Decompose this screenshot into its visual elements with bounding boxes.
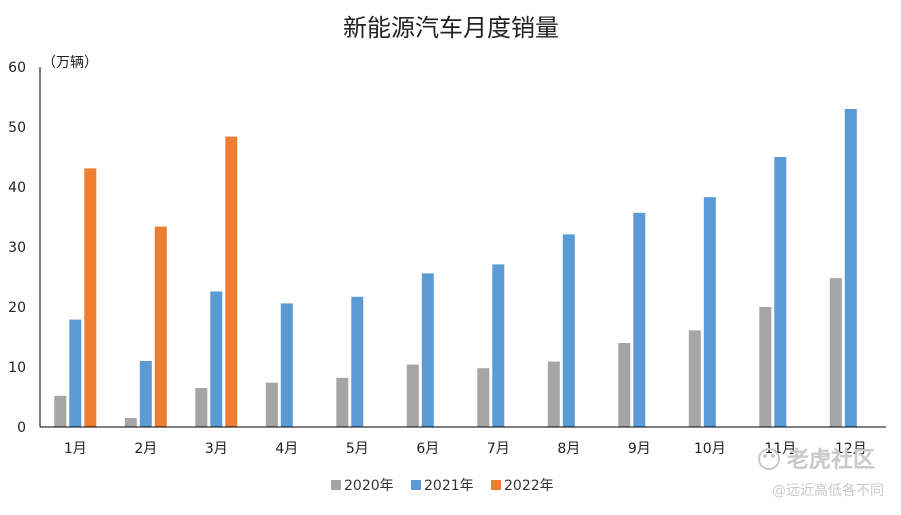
bar-2020年-6月 [406,364,419,427]
bar-2021年-3月 [210,291,223,427]
bar-2020年-8月 [547,361,560,427]
bar-2021年-9月 [633,212,646,427]
legend-label: 2021年 [424,478,474,494]
bar-2021年-4月 [280,303,293,427]
bar-2020年-4月 [265,382,278,427]
y-axis-unit-label: （万辆） [42,55,98,71]
bar-2021年-12月 [844,109,857,427]
bar-2022年-1月 [84,168,97,427]
x-tick-label: 12月 [835,441,867,457]
y-tick-label: 0 [17,420,26,436]
bar-2021年-5月 [351,296,364,427]
bar-2021年-8月 [562,234,575,427]
bar-2020年-7月 [477,368,490,427]
x-tick-label: 9月 [628,441,651,457]
y-axis-ticks: 0 10 20 30 40 50 60 [8,60,26,436]
bar-2020年-10月 [688,330,701,427]
tiger-logo-icon [758,448,780,470]
y-tick-label: 30 [8,240,26,256]
x-tick-label: 10月 [694,441,726,457]
y-tick-label: 20 [8,300,26,316]
x-tick-label: 4月 [275,441,298,457]
legend-swatch-2022年 [491,480,501,490]
bar-2021年-6月 [421,273,434,427]
bar-2022年-3月 [225,136,238,427]
bar-2020年-9月 [618,343,631,427]
x-axis-labels: 1月 2月 3月 4月 5月 6月 7月 8月 9月 10月 11月 12月 [64,441,867,457]
bar-2021年-1月 [69,319,82,427]
x-tick-label: 6月 [416,441,439,457]
bar-2020年-2月 [124,418,137,427]
y-tick-label: 40 [8,180,26,196]
bar-series [54,109,857,427]
bar-2020年-5月 [336,377,349,427]
legend-swatch-2021年 [411,480,421,490]
bar-2020年-3月 [195,388,208,427]
bar-2021年-7月 [492,264,505,427]
x-tick-label: 8月 [557,441,580,457]
x-tick-label: 1月 [64,441,87,457]
chart-title: 新能源汽车月度销量 [343,14,559,42]
watermark-author: @远近高低各不同 [772,482,884,499]
bar-2021年-2月 [139,361,152,427]
legend-label: 2020年 [344,478,394,494]
bar-2021年-11月 [774,157,787,427]
y-tick-label: 50 [8,120,26,136]
bar-2020年-12月 [829,278,842,427]
x-tick-label: 7月 [487,441,510,457]
bar-2020年-1月 [54,395,67,427]
legend: 2020年 2021年 2022年 [331,478,554,494]
x-tick-label: 2月 [134,441,157,457]
bar-2021年-10月 [703,197,716,427]
legend-label: 2022年 [504,478,554,494]
y-tick-label: 60 [8,60,26,76]
y-tick-label: 10 [8,360,26,376]
legend-swatch-2020年 [331,480,341,490]
watermark: 老虎社区 @远近高低各不同 [758,447,884,499]
watermark-brand: 老虎社区 [786,447,875,473]
x-tick-label: 3月 [205,441,228,457]
x-tick-label: 5月 [346,441,369,457]
bar-2022年-2月 [154,226,167,427]
bar-2020年-11月 [759,307,772,427]
x-tick-label: 11月 [764,441,796,457]
